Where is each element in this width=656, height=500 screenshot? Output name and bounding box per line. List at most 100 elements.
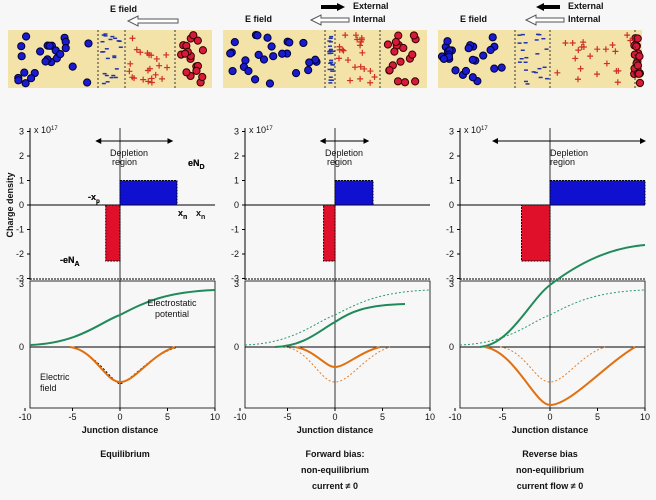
- y-tick-label: 2: [234, 151, 239, 161]
- xp-label-sub: p: [96, 198, 100, 205]
- internal-arrow: [309, 14, 350, 26]
- x-tick-label: 0: [332, 412, 337, 422]
- donor-ion: [612, 48, 619, 55]
- xn-label-sub: n: [201, 214, 205, 221]
- x-tick-label: -5: [283, 412, 291, 422]
- xp-label-main: -x: [88, 192, 96, 202]
- hole: [304, 65, 313, 75]
- hole: [299, 38, 308, 48]
- panel-title: Forward bias:: [305, 449, 364, 459]
- multiplier-exp: 17: [481, 126, 488, 132]
- donor-label-main: eN: [188, 158, 200, 168]
- hole: [291, 69, 301, 78]
- xn-label-sub: n: [183, 214, 187, 221]
- electron: [181, 49, 190, 58]
- donor-ion: [344, 57, 351, 64]
- acceptor-label: -eNA: [60, 255, 80, 268]
- hole: [468, 55, 477, 64]
- donor-ion: [342, 32, 349, 39]
- y-tick-label: -3: [231, 274, 239, 284]
- e-field-label: E field: [110, 4, 137, 14]
- external-label: External: [568, 1, 604, 11]
- donor-ion: [578, 44, 585, 51]
- hole: [443, 37, 452, 46]
- donor-ion: [602, 46, 609, 53]
- hole: [45, 41, 54, 50]
- donor-ion: [347, 77, 354, 84]
- y-tick-label: 3: [234, 127, 239, 137]
- electron: [408, 50, 417, 59]
- y-tick-label: -1: [446, 225, 454, 235]
- xn-label-main: x: [196, 208, 201, 218]
- hole: [84, 39, 93, 48]
- donor-ion: [580, 39, 587, 46]
- hole: [61, 43, 70, 53]
- acceptor-label-main: -eN: [60, 255, 75, 265]
- hole: [461, 66, 471, 76]
- donor-ion: [577, 65, 584, 72]
- donor-label: eND: [188, 158, 205, 171]
- electron: [385, 66, 394, 75]
- y-tick-label: 1: [19, 176, 24, 186]
- electron: [391, 37, 401, 47]
- y-tick-label: -2: [231, 249, 239, 259]
- acceptor-label-sub: A: [75, 261, 80, 268]
- e-field-label: E field: [460, 14, 487, 24]
- x-tick-label: 5: [595, 412, 600, 422]
- depletion-label: Depletion: [325, 148, 363, 158]
- donor-ion: [152, 71, 159, 78]
- multiplier: x 1017: [249, 125, 273, 135]
- donor-ion: [133, 46, 140, 53]
- y-tick-label: -3: [16, 274, 24, 284]
- hole: [305, 58, 314, 67]
- donor-ion: [574, 76, 581, 83]
- hole: [230, 38, 239, 47]
- x-tick-label: 0: [547, 412, 552, 422]
- potential-reference: [244, 289, 431, 346]
- x-tick-label: 0: [117, 412, 122, 422]
- xn-label-main: x: [178, 208, 183, 218]
- electron: [198, 46, 208, 55]
- depletion-label: Depletion: [550, 148, 588, 158]
- donor-charge: [119, 180, 178, 206]
- field-curve: [69, 346, 176, 384]
- donor-ion: [137, 49, 144, 56]
- donor-ion: [145, 78, 152, 85]
- hole: [17, 42, 26, 51]
- donor-ion: [594, 71, 601, 78]
- xp-label: -xp: [88, 192, 100, 205]
- donor-ion: [352, 32, 359, 39]
- panel-title: Reverse bias: [522, 449, 578, 459]
- donor-charge: [334, 180, 374, 206]
- donor-ion: [562, 40, 569, 47]
- donor-ion: [361, 65, 368, 72]
- x-tick-label: -5: [498, 412, 506, 422]
- lower-y-tick-label: 3: [449, 279, 454, 289]
- xp-label-sub: p: [96, 198, 100, 205]
- acceptor-label-main: -eN: [60, 255, 75, 265]
- hole: [253, 31, 262, 40]
- xn-label-main: x: [178, 208, 183, 218]
- electron: [192, 66, 201, 75]
- acceptor-label: -eNA: [60, 255, 80, 268]
- multiplier-base: x 10: [464, 125, 481, 135]
- acceptor-label-sub: A: [75, 261, 80, 268]
- donor-ion: [164, 64, 171, 71]
- donor-ion: [352, 64, 359, 71]
- y-tick-label: -2: [446, 249, 454, 259]
- electron: [189, 31, 198, 40]
- hole: [250, 75, 260, 84]
- multiplier: x 1017: [34, 125, 58, 135]
- y-tick-label: 3: [449, 127, 454, 137]
- donor-ion: [358, 35, 365, 42]
- hole: [265, 79, 275, 88]
- lower-y-tick-label: 0: [449, 342, 454, 352]
- donor-ion: [148, 79, 155, 86]
- internal-label: Internal: [353, 14, 386, 24]
- donor-ion: [156, 62, 163, 69]
- donor-ion: [146, 65, 153, 72]
- field-reference: [284, 346, 391, 383]
- donor-ion: [614, 79, 621, 86]
- potential-curve: [274, 303, 406, 348]
- donor-ion: [587, 53, 594, 60]
